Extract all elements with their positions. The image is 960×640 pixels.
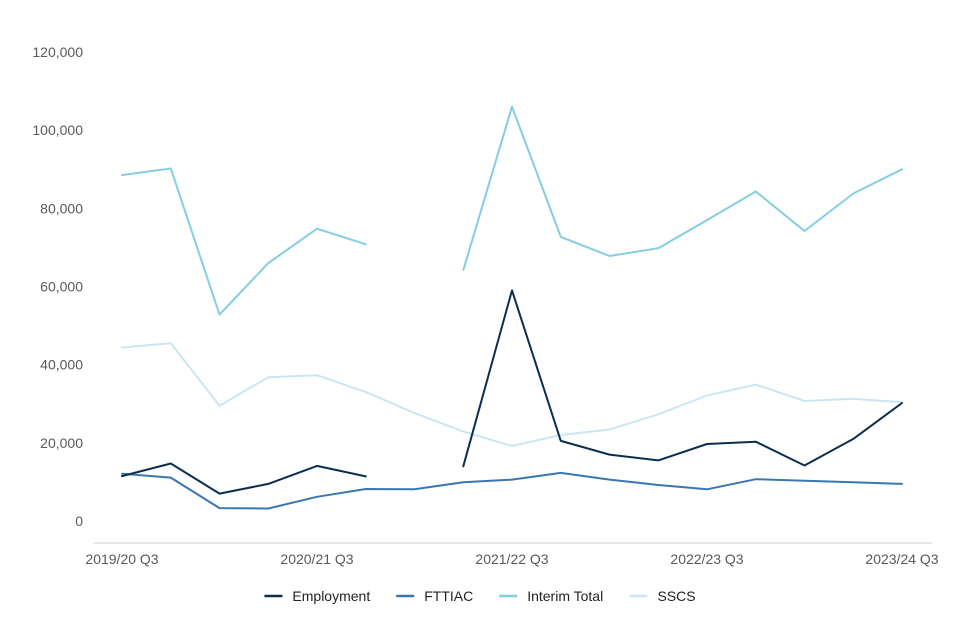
series-sscs <box>121 342 903 447</box>
series-line <box>121 289 903 495</box>
y-tick-label: 40,000 <box>40 357 83 373</box>
legend-item-sscs: SSCS <box>629 588 696 604</box>
legend-item-interim-total: Interim Total <box>499 588 603 604</box>
x-tick-label: 2019/20 Q3 <box>85 551 158 567</box>
series-interim-total <box>121 105 903 316</box>
x-axis: 2019/20 Q3 2020/21 Q3 2021/22 Q3 2022/23 Q3… <box>85 542 939 567</box>
series-employment <box>121 289 903 495</box>
x-tick-label: 2020/21 Q3 <box>280 551 353 567</box>
series-line <box>121 471 903 510</box>
x-tick-label: 2023/24 Q3 <box>865 551 938 567</box>
y-tick-label: 120,000 <box>32 44 83 60</box>
legend-label: Employment <box>292 588 370 604</box>
y-axis: 0 20,000 40,000 60,000 80,000 100,000 120,000 <box>32 44 83 529</box>
y-tick-label: 100,000 <box>32 122 83 138</box>
legend-item-fttiac: FTTIAC <box>396 588 473 604</box>
x-tick-label: 2021/22 Q3 <box>475 551 548 567</box>
plot-lines <box>121 105 903 510</box>
y-tick-label: 20,000 <box>40 435 83 451</box>
legend-label: Interim Total <box>527 588 603 604</box>
legend-item-employment: Employment <box>264 588 370 604</box>
legend-label: FTTIAC <box>424 588 473 604</box>
series-line <box>121 105 903 316</box>
x-tick-label: 2022/23 Q3 <box>670 551 743 567</box>
y-tick-label: 0 <box>75 513 83 529</box>
y-tick-label: 60,000 <box>40 279 83 295</box>
legend-label: SSCS <box>657 588 695 604</box>
series-fttiac <box>121 471 903 510</box>
legend: Employment FTTIAC Interim Total SSCS <box>264 588 696 604</box>
series-line <box>121 342 903 447</box>
y-tick-label: 80,000 <box>40 200 83 216</box>
